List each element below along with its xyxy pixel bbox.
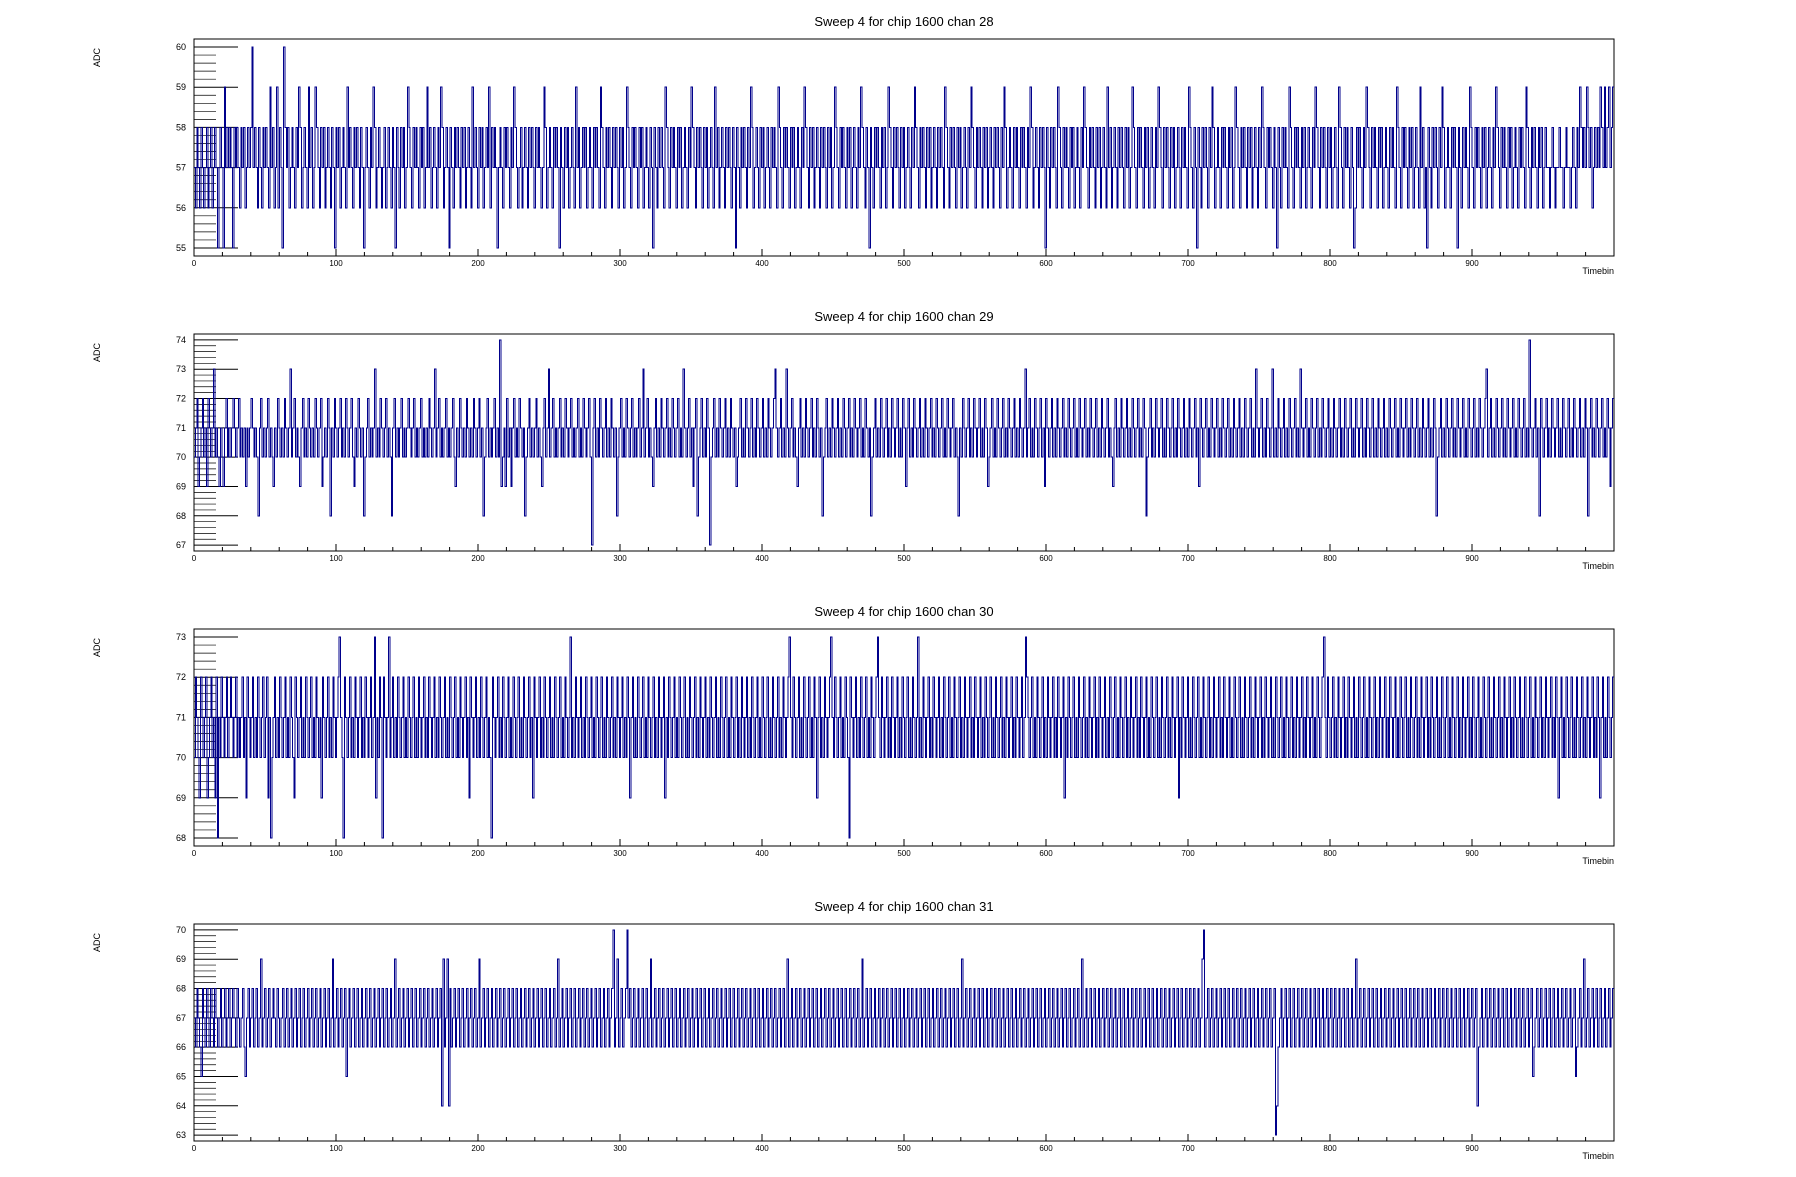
x-tick-label: 200	[471, 554, 485, 563]
x-axis-label: Timebin	[1582, 856, 1614, 866]
x-tick-label: 600	[1039, 849, 1053, 858]
y-tick-label: 72	[176, 672, 186, 682]
x-tick-label: 400	[755, 259, 769, 268]
y-tick-label: 55	[176, 243, 186, 253]
x-tick-label: 200	[471, 1144, 485, 1153]
y-tick-label: 70	[176, 925, 186, 935]
series-line-0	[194, 636, 1614, 839]
y-tick-label: 73	[176, 632, 186, 642]
x-tick-label: 700	[1181, 849, 1195, 858]
y-tick-label: 58	[176, 122, 186, 132]
x-axis-label: Timebin	[1582, 561, 1614, 571]
y-tick-label: 73	[176, 364, 186, 374]
y-tick-label: 67	[176, 540, 186, 550]
x-tick-label: 700	[1181, 259, 1195, 268]
y-tick-label: 69	[176, 481, 186, 491]
chart-title: Sweep 4 for chip 1600 chan 29	[814, 309, 993, 324]
y-tick-label: 57	[176, 163, 186, 173]
x-tick-label: 900	[1465, 554, 1479, 563]
x-tick-label: 700	[1181, 1144, 1195, 1153]
x-tick-label: 600	[1039, 554, 1053, 563]
x-tick-label: 800	[1323, 849, 1337, 858]
x-tick-label: 600	[1039, 1144, 1053, 1153]
y-tick-label: 67	[176, 1013, 186, 1023]
x-tick-label: 600	[1039, 259, 1053, 268]
x-tick-label: 500	[897, 849, 911, 858]
x-tick-label: 100	[329, 1144, 343, 1153]
x-tick-label: 800	[1323, 1144, 1337, 1153]
y-tick-label: 74	[176, 335, 186, 345]
chart-title: Sweep 4 for chip 1600 chan 28	[814, 14, 993, 29]
y-tick-label: 70	[176, 452, 186, 462]
x-tick-label: 300	[613, 554, 627, 563]
chart-panel-2: Sweep 4 for chip 1600 chan 30 ADC Timebin 0…	[92, 604, 1615, 866]
x-tick-label: 500	[897, 259, 911, 268]
x-tick-label: 200	[471, 259, 485, 268]
x-tick-label: 400	[755, 554, 769, 563]
y-tick-label: 71	[176, 712, 186, 722]
x-tick-label: 0	[192, 554, 197, 563]
y-axis-label: ADC	[92, 48, 102, 68]
x-tick-label: 100	[329, 554, 343, 563]
y-tick-label: 71	[176, 423, 186, 433]
plot-frame	[193, 923, 1615, 1142]
chart-title: Sweep 4 for chip 1600 chan 31	[814, 899, 993, 914]
x-tick-label: 300	[613, 1144, 627, 1153]
y-tick-label: 70	[176, 753, 186, 763]
y-axis-label: ADC	[92, 933, 102, 953]
y-tick-label: 68	[176, 984, 186, 994]
x-tick-label: 100	[329, 259, 343, 268]
y-tick-label: 69	[176, 954, 186, 964]
x-tick-label: 400	[755, 1144, 769, 1153]
x-tick-label: 500	[897, 554, 911, 563]
x-tick-label: 400	[755, 849, 769, 858]
chart-title: Sweep 4 for chip 1600 chan 30	[814, 604, 993, 619]
y-tick-label: 66	[176, 1042, 186, 1052]
series-line-0	[194, 339, 1614, 546]
y-tick-label: 64	[176, 1101, 186, 1111]
y-tick-label: 69	[176, 793, 186, 803]
x-tick-label: 300	[613, 849, 627, 858]
y-tick-label: 60	[176, 42, 186, 52]
x-tick-label: 900	[1465, 849, 1479, 858]
x-tick-label: 900	[1465, 1144, 1479, 1153]
series-line-0	[194, 929, 1614, 1136]
x-tick-label: 0	[192, 1144, 197, 1153]
x-tick-label: 100	[329, 849, 343, 858]
y-tick-label: 59	[176, 82, 186, 92]
x-tick-label: 800	[1323, 554, 1337, 563]
y-tick-label: 56	[176, 203, 186, 213]
y-tick-label: 63	[176, 1130, 186, 1140]
chart-panel-3: Sweep 4 for chip 1600 chan 31 ADC Timebin 0…	[92, 899, 1615, 1161]
y-tick-label: 65	[176, 1071, 186, 1081]
x-tick-label: 300	[613, 259, 627, 268]
x-tick-label: 700	[1181, 554, 1195, 563]
x-tick-label: 0	[192, 849, 197, 858]
y-axis-label: ADC	[92, 343, 102, 363]
y-tick-label: 72	[176, 394, 186, 404]
x-axis-label: Timebin	[1582, 1151, 1614, 1161]
y-tick-label: 68	[176, 511, 186, 521]
x-tick-label: 200	[471, 849, 485, 858]
y-axis-label: ADC	[92, 638, 102, 658]
x-tick-label: 800	[1323, 259, 1337, 268]
x-tick-label: 900	[1465, 259, 1479, 268]
series-line-0	[194, 46, 1614, 249]
x-tick-label: 500	[897, 1144, 911, 1153]
chart-panel-1: Sweep 4 for chip 1600 chan 29 ADC Timebin 0…	[92, 309, 1615, 571]
y-tick-label: 68	[176, 833, 186, 843]
chart-panel-0: Sweep 4 for chip 1600 chan 28 ADC Timebin 0…	[92, 14, 1615, 276]
x-tick-label: 0	[192, 259, 197, 268]
x-axis-label: Timebin	[1582, 266, 1614, 276]
